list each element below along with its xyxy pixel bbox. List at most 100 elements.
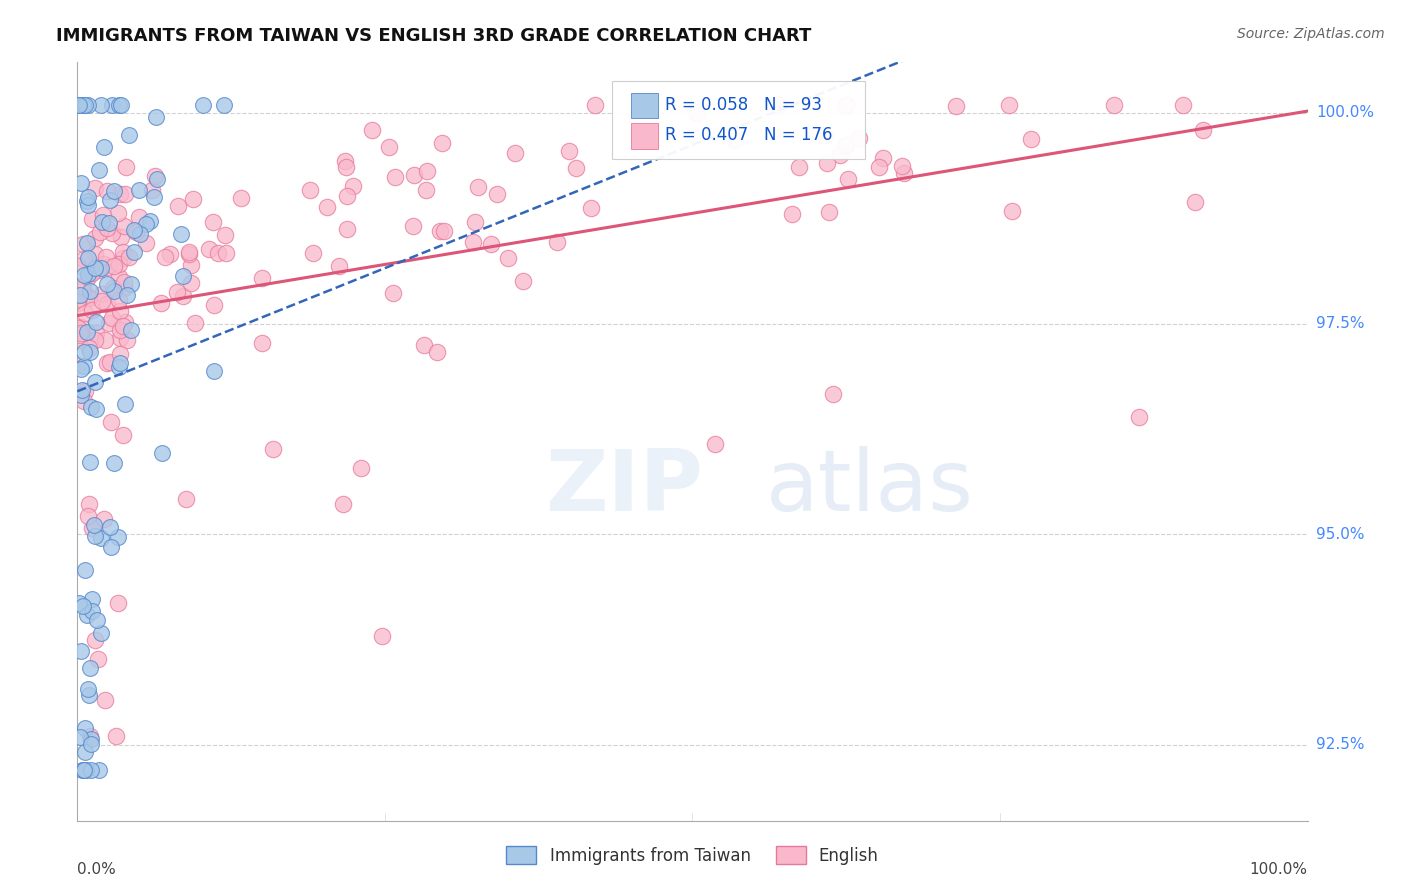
Point <box>891 159 914 173</box>
Point <box>70 388 93 402</box>
Point <box>413 338 436 352</box>
Point <box>384 169 406 184</box>
Point <box>101 280 124 294</box>
Point <box>145 110 167 124</box>
Text: 97.5%: 97.5% <box>1316 316 1364 331</box>
Point <box>1102 97 1125 112</box>
Point <box>336 189 359 203</box>
Point <box>80 604 103 618</box>
Point <box>125 225 148 239</box>
Point <box>75 564 97 578</box>
Point <box>184 316 207 330</box>
Point <box>89 163 111 178</box>
Point <box>112 219 135 233</box>
Point <box>77 291 100 305</box>
Point <box>94 333 117 347</box>
Point <box>96 356 118 370</box>
Point <box>75 97 97 112</box>
Point <box>299 184 322 198</box>
Point <box>84 402 107 417</box>
Point <box>103 259 125 273</box>
Point <box>401 219 423 233</box>
Point <box>724 133 747 147</box>
Point <box>114 397 136 411</box>
Point <box>107 97 129 112</box>
Point <box>80 763 103 777</box>
Point <box>84 315 107 329</box>
Point <box>252 335 274 350</box>
Point <box>76 290 98 304</box>
Point <box>73 345 96 359</box>
Point <box>96 251 118 265</box>
Point <box>72 236 94 251</box>
Point <box>84 180 107 194</box>
Point <box>128 227 150 241</box>
Point <box>115 160 138 174</box>
Point <box>191 97 214 112</box>
Point <box>817 205 839 219</box>
Point <box>848 130 870 145</box>
Point <box>72 252 94 267</box>
Point <box>103 285 125 299</box>
Point <box>120 322 142 336</box>
Point <box>76 198 98 212</box>
Point <box>69 362 91 376</box>
Text: atlas: atlas <box>766 445 974 529</box>
Point <box>76 252 98 266</box>
Point <box>215 246 238 260</box>
Point <box>90 260 112 275</box>
Point <box>139 213 162 227</box>
Point <box>350 461 373 475</box>
Text: IMMIGRANTS FROM TAIWAN VS ENGLISH 3RD GRADE CORRELATION CHART: IMMIGRANTS FROM TAIWAN VS ENGLISH 3RD GR… <box>56 27 811 45</box>
Point <box>703 436 725 450</box>
Point <box>76 97 98 112</box>
Point <box>77 267 100 281</box>
Point <box>145 169 167 183</box>
Point <box>69 731 91 745</box>
Point <box>75 384 97 399</box>
Point <box>117 128 139 143</box>
Point <box>558 144 581 158</box>
Point <box>112 252 135 266</box>
Point <box>76 194 98 209</box>
Point <box>415 183 437 197</box>
Point <box>67 333 90 347</box>
Point <box>79 455 101 469</box>
Point <box>82 520 104 534</box>
Point <box>415 164 437 178</box>
Point <box>214 97 236 112</box>
Point <box>76 190 98 204</box>
Point <box>167 199 190 213</box>
Point <box>108 356 131 370</box>
Point <box>73 394 96 409</box>
Point <box>202 298 225 312</box>
Point <box>76 682 98 697</box>
Point <box>835 137 858 152</box>
Point <box>202 364 225 378</box>
Point <box>198 242 221 256</box>
Point <box>80 737 103 751</box>
Point <box>172 268 194 283</box>
Point <box>117 333 139 347</box>
Point <box>111 318 134 333</box>
Point <box>766 97 789 112</box>
Point <box>404 169 426 183</box>
Point <box>84 326 107 340</box>
Point <box>821 387 844 401</box>
Point <box>75 721 97 735</box>
Point <box>315 200 337 214</box>
Point <box>128 211 150 225</box>
Point <box>108 269 131 284</box>
Text: 0.0%: 0.0% <box>77 863 117 878</box>
Point <box>93 139 115 153</box>
Point <box>90 97 112 112</box>
Point <box>66 320 89 334</box>
Point <box>77 509 100 524</box>
Point <box>114 186 136 201</box>
Point <box>1173 97 1195 112</box>
Point <box>91 208 114 222</box>
Legend: Immigrants from Taiwan, English: Immigrants from Taiwan, English <box>498 838 887 873</box>
Point <box>97 216 120 230</box>
Point <box>180 276 202 290</box>
Point <box>328 259 350 273</box>
